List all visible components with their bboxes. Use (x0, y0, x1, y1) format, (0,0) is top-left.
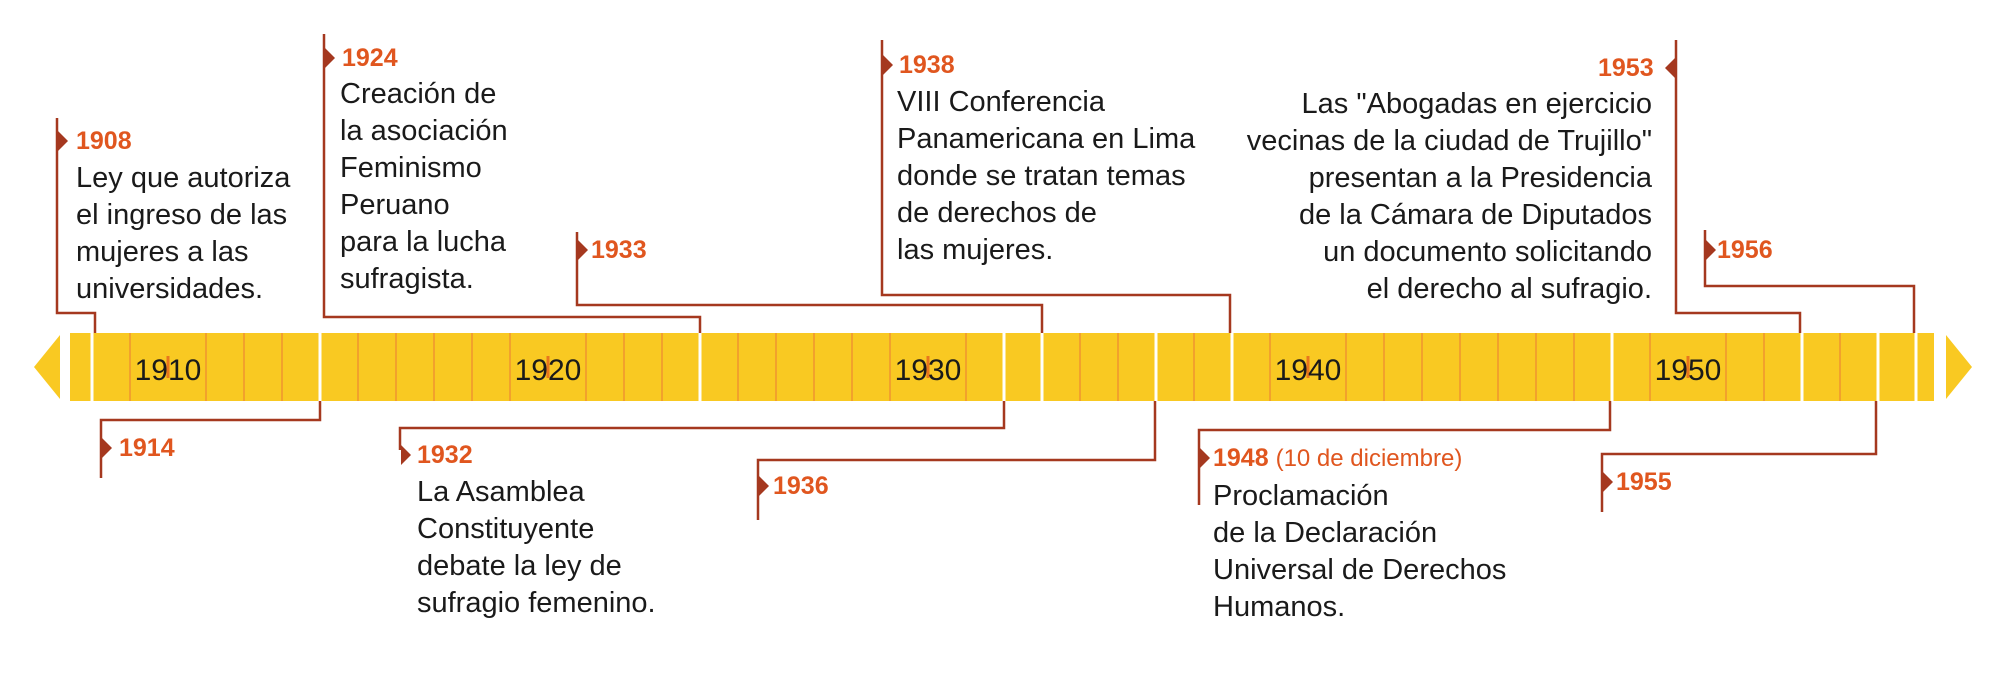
event-year-1955: 1955 (1616, 468, 1672, 496)
event-desc-line: presentan a la Presidencia (1308, 162, 1652, 194)
marker-triangle-icon (1200, 448, 1210, 468)
event-desc-line: Humanos. (1213, 591, 1346, 623)
axis-label-1910: 1910 (135, 354, 202, 387)
event-connector-1948 (1197, 401, 1612, 505)
event-year-1948-number: 1948 (1213, 444, 1269, 472)
event-year-1953: 1953 (1598, 54, 1654, 82)
event-desc-line: para la lucha (340, 226, 507, 258)
event-desc-line: la asociación (340, 115, 508, 147)
axis-label-1950: 1950 (1655, 354, 1722, 387)
event-connector-1914 (99, 401, 322, 478)
event-connector-1924 (322, 34, 702, 333)
axis-label-1940: 1940 (1275, 354, 1342, 387)
event-desc-1953: Las "Abogadas en ejercicio vecinas de la… (1247, 86, 1652, 308)
event-year-1933: 1933 (591, 236, 647, 264)
event-desc-line: un documento solicitando (1323, 236, 1652, 268)
marker-triangle-icon (325, 48, 335, 68)
event-year-1932: 1932 (417, 441, 473, 469)
marker-triangle-icon (401, 445, 411, 465)
event-desc-line: Constituyente (417, 513, 595, 545)
event-desc-line: Creación de (340, 78, 497, 110)
event-desc-1932: La Asamblea Constituyente debate la ley … (417, 474, 656, 622)
event-connector-1956 (1703, 230, 1916, 333)
event-connector-1936 (756, 401, 1157, 520)
event-desc-1908: Ley que autoriza el ingreso de las mujer… (76, 160, 290, 308)
event-desc-1938: VIII Conferencia Panamericana en Lima do… (897, 84, 1195, 269)
event-desc-line: Peruano (340, 189, 450, 221)
event-desc-line: sufragista. (340, 263, 474, 295)
event-desc-line: Panamericana en Lima (897, 123, 1196, 155)
event-desc-line: Feminismo (340, 152, 482, 184)
marker-triangle-icon (578, 240, 588, 260)
event-desc-line: sufragio femenino. (417, 587, 656, 619)
event-desc-line: VIII Conferencia (897, 86, 1105, 118)
event-connector-1908 (55, 118, 97, 333)
event-desc-line: vecinas de la ciudad de Trujillo" (1246, 125, 1652, 157)
event-desc-1924: Creación de la asociación Feminismo Peru… (340, 76, 508, 298)
marker-triangle-icon (1603, 472, 1613, 492)
event-connector-1932 (398, 401, 1006, 450)
event-desc-line: donde se tratan temas (897, 160, 1186, 192)
event-desc-line: el ingreso de las (76, 199, 288, 231)
left-arrow-icon (34, 335, 60, 399)
axis-label-1920: 1920 (515, 354, 582, 387)
event-desc-line: Proclamación (1213, 480, 1389, 512)
event-year-1924: 1924 (342, 44, 398, 72)
event-connector-1953 (1674, 40, 1802, 333)
event-desc-line: las mujeres. (897, 234, 1054, 266)
timeline-band (70, 333, 1934, 401)
event-year-1938: 1938 (899, 51, 955, 79)
axis-label-1930: 1930 (895, 354, 962, 387)
event-desc-line: de la Declaración (1213, 517, 1438, 549)
event-year-1948: 1948 (10 de diciembre) (1213, 444, 1462, 473)
event-desc-line: mujeres a las (76, 236, 249, 268)
event-desc-1948: Proclamación de la Declaración Universal… (1213, 478, 1506, 626)
marker-triangle-icon (1706, 240, 1716, 260)
event-connector-1933 (575, 232, 1044, 333)
event-year-1936: 1936 (773, 472, 829, 500)
event-year-1956: 1956 (1717, 236, 1773, 264)
event-desc-line: universidades. (76, 273, 263, 305)
event-date-note: (10 de diciembre) (1275, 445, 1463, 472)
event-year-1908: 1908 (76, 127, 132, 155)
marker-triangle-icon (58, 131, 68, 151)
event-connector-1955 (1600, 401, 1878, 512)
event-desc-line: Ley que autoriza (76, 162, 291, 194)
marker-triangle-icon (759, 476, 769, 496)
right-arrow-icon (1946, 335, 1972, 399)
event-desc-line: de la Cámara de Diputados (1298, 199, 1652, 231)
marker-triangle-icon (883, 55, 893, 75)
event-desc-line: La Asamblea (417, 476, 585, 508)
event-desc-line: debate la ley de (417, 550, 622, 582)
event-desc-line: Las "Abogadas en ejercicio (1301, 88, 1652, 120)
marker-triangle-icon (1665, 58, 1675, 78)
marker-triangle-icon (102, 438, 112, 458)
event-desc-line: de derechos de (897, 197, 1097, 229)
event-desc-line: el derecho al sufragio. (1366, 273, 1652, 305)
event-connector-1938 (880, 40, 1232, 333)
event-desc-line: Universal de Derechos (1213, 554, 1507, 586)
event-year-1914: 1914 (119, 434, 175, 462)
